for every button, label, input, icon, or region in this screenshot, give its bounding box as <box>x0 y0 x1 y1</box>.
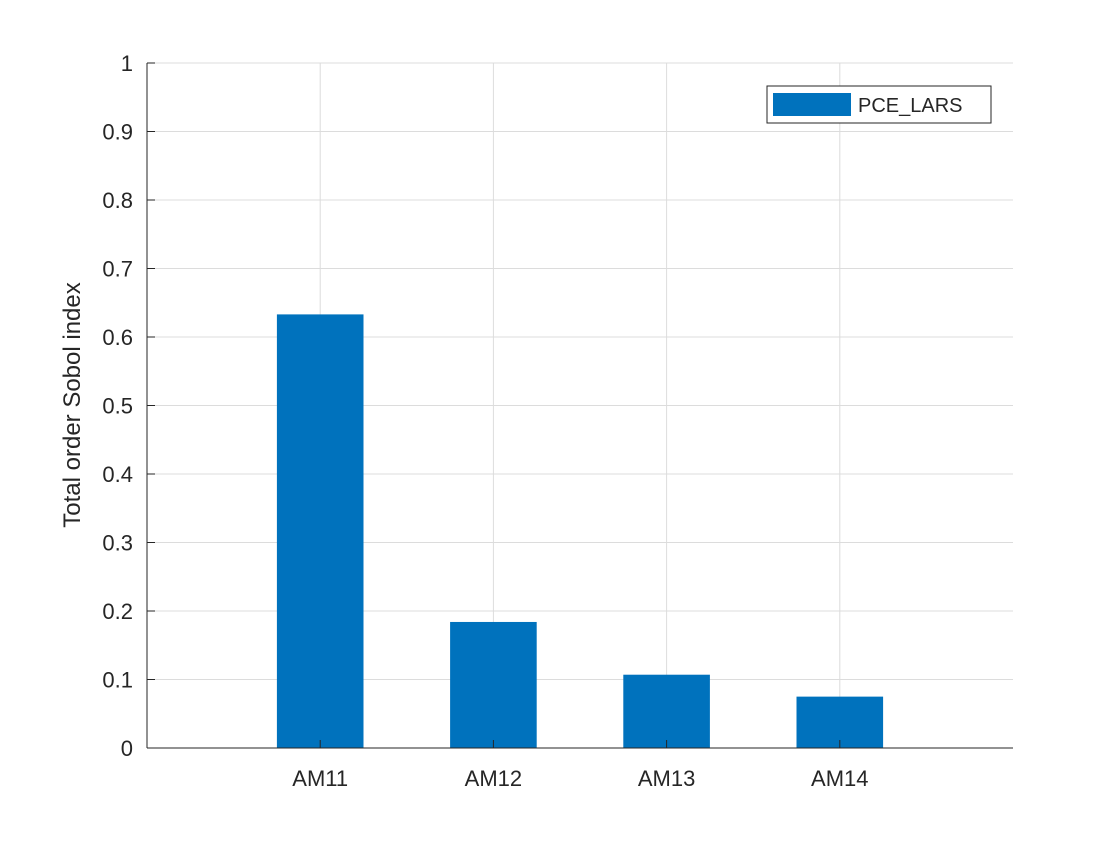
y-tick-label: 0.4 <box>102 462 133 487</box>
bars-layer <box>276 314 884 748</box>
legend-label: PCE_LARS <box>858 95 963 117</box>
x-tick-label: AM14 <box>811 766 868 791</box>
y-tick-label: 1 <box>121 51 133 76</box>
bar-am13 <box>623 674 710 748</box>
x-tick-label: AM12 <box>465 766 522 791</box>
y-tick-label: 0.6 <box>102 325 133 350</box>
bar-am12 <box>450 621 537 748</box>
bar-am11 <box>276 314 364 748</box>
legend: PCE_LARS <box>766 85 992 124</box>
axes-layer: 0 0.1 0.2 0.3 0.4 0.5 0.6 0.7 0.8 0.9 1 AM11 AM12 AM1… <box>102 51 1013 791</box>
y-tick-label: 0.1 <box>102 668 133 693</box>
y-tick-label: 0 <box>121 736 133 761</box>
y-tick-label: 0.8 <box>102 188 133 213</box>
x-tick-label: AM11 <box>292 766 348 791</box>
y-axis-label: Total order Sobol index <box>59 282 86 527</box>
bar-am14 <box>796 696 884 748</box>
legend-swatch <box>773 93 851 116</box>
y-tick-label: 0.3 <box>102 531 133 556</box>
labels-layer: Total order Sobol index <box>59 282 86 527</box>
x-tick-label: AM13 <box>638 766 695 791</box>
y-tick-label: 0.5 <box>102 394 133 419</box>
y-tick-label: 0.2 <box>102 599 133 624</box>
y-tick-label: 0.9 <box>102 120 133 145</box>
y-tick-label: 0.7 <box>102 257 133 282</box>
